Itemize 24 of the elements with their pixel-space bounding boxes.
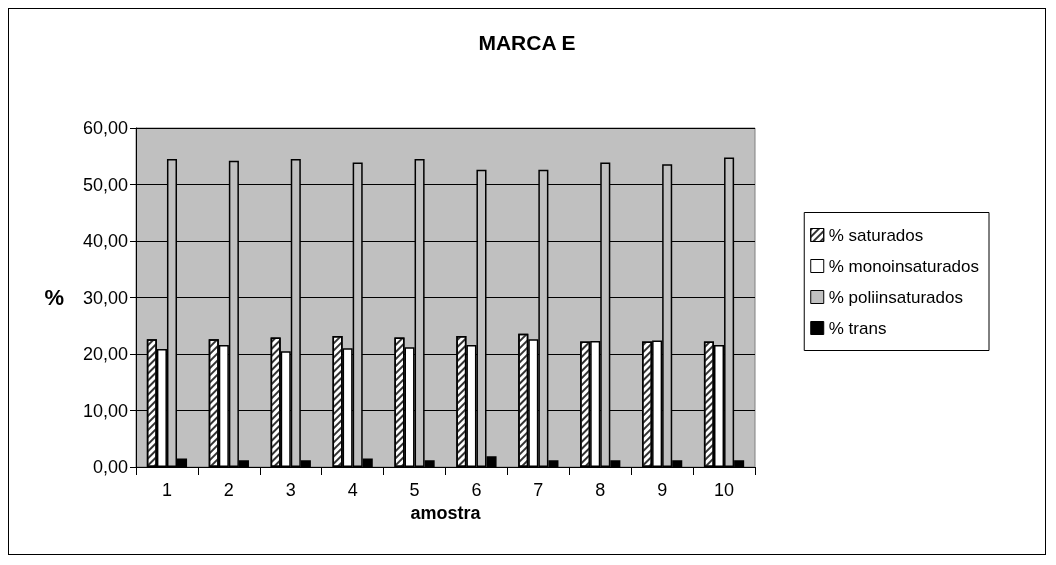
legend-label: % monoinsaturados <box>828 256 980 276</box>
x-tick-label: 3 <box>285 480 296 500</box>
x-tick-label: 7 <box>533 480 544 500</box>
x-tick-label: 4 <box>347 480 358 500</box>
legend-label: % poliinsaturados <box>828 287 963 307</box>
x-tick-label: 8 <box>595 480 606 500</box>
y-tick-label: 30,00 <box>82 287 128 308</box>
x-tick-label: 2 <box>223 480 234 500</box>
y-tick-label: 20,00 <box>82 344 128 364</box>
x-axis-title: amostra <box>410 502 482 523</box>
chart-title: MARCA E <box>478 31 576 54</box>
y-tick-label: 60,00 <box>82 118 128 138</box>
y-axis-title: % <box>44 285 64 310</box>
x-tick-label: 9 <box>657 480 668 500</box>
x-tick-label: 1 <box>161 480 172 500</box>
y-tick-label: 0,00 <box>92 457 128 477</box>
legend-label: % trans <box>828 318 887 338</box>
x-tick-label: 5 <box>409 480 420 500</box>
y-tick-label: 50,00 <box>82 174 128 195</box>
y-tick-label: 10,00 <box>82 400 128 421</box>
y-tick-label: 40,00 <box>82 231 128 251</box>
x-tick-label: 6 <box>471 480 482 500</box>
legend-label: % saturados <box>828 225 924 245</box>
x-tick-label: 10 <box>714 480 735 500</box>
